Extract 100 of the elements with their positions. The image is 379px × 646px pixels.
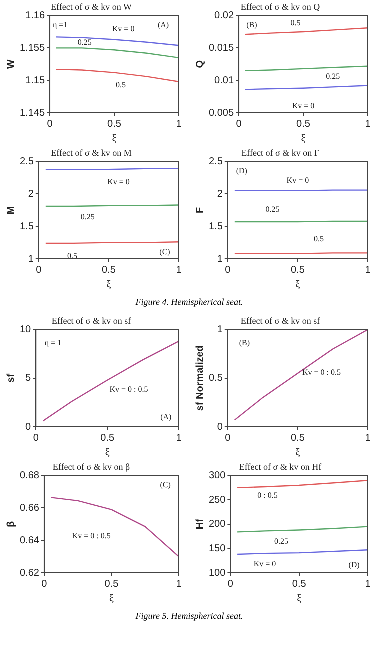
y-tick-label: 2 bbox=[217, 188, 224, 200]
y-tick-label: 300 bbox=[208, 470, 226, 482]
series-label: 0.25 bbox=[80, 212, 95, 222]
y-axis-title: W bbox=[6, 59, 17, 70]
x-tick-label: 1 bbox=[176, 432, 182, 444]
x-tick-label: 0.5 bbox=[296, 118, 311, 130]
x-tick-label: 1 bbox=[365, 264, 372, 276]
chart-title: Effect of σ & kv on F bbox=[242, 148, 320, 158]
series-label: Kv = 0 bbox=[292, 101, 315, 110]
x-tick-label: 0.5 bbox=[100, 432, 115, 444]
series-label: 0.25 bbox=[78, 38, 92, 47]
y-tick-label: 0.64 bbox=[20, 535, 40, 546]
y-tick-label: 2.5 bbox=[20, 156, 34, 168]
y-tick-label: 2 bbox=[28, 188, 34, 200]
series-label: 0 : 0.5 bbox=[258, 490, 278, 500]
y-tick-label: 1.5 bbox=[208, 221, 224, 232]
y-tick-label: 0.02 bbox=[214, 10, 234, 22]
x-tick-label: 1 bbox=[176, 118, 182, 130]
y-tick-label: 1 bbox=[217, 254, 224, 265]
x-tick-label: 0 bbox=[236, 118, 242, 130]
chart-title: Effect of σ & kv on W bbox=[51, 2, 133, 12]
y-tick-label: 0.62 bbox=[20, 568, 40, 579]
x-axis-title: ξ bbox=[112, 134, 118, 145]
y-tick-label: 100 bbox=[208, 568, 226, 579]
y-axis-title: β bbox=[6, 521, 17, 528]
x-axis-title: ξ bbox=[296, 280, 301, 291]
y-tick-label: 1.5 bbox=[20, 221, 34, 232]
y-tick-label: 250 bbox=[208, 494, 226, 506]
series-label: 0.5 bbox=[116, 80, 126, 90]
x-tick-label: 0.5 bbox=[292, 578, 307, 590]
x-tick-label: 0.5 bbox=[108, 118, 122, 130]
x-tick-label: 1 bbox=[365, 432, 372, 444]
x-tick-label: 1 bbox=[176, 264, 182, 276]
x-axis-title: ξ bbox=[109, 594, 114, 605]
x-tick-label: 1 bbox=[176, 578, 182, 590]
caption: Figure 5. Hemispherical seat. bbox=[134, 610, 244, 623]
y-tick-label: 0.015 bbox=[208, 42, 234, 54]
series-label: 0.5 bbox=[68, 252, 78, 261]
series-label: 0.5 bbox=[314, 234, 324, 244]
x-axis-title: ξ bbox=[297, 594, 302, 605]
y-tick-label: 0 bbox=[26, 422, 32, 433]
x-axis-title: ξ bbox=[301, 134, 306, 145]
series-label: Kv = 0 bbox=[108, 177, 130, 186]
chart-title: Effect of σ & kv on M bbox=[51, 148, 132, 158]
y-tick-label: 10 bbox=[20, 324, 32, 336]
x-tick-label: 0.5 bbox=[291, 432, 306, 444]
y-tick-label: 0.01 bbox=[214, 75, 234, 86]
chart-title: Effect of σ & kv on Hf bbox=[239, 462, 322, 472]
annotation: (C) bbox=[160, 247, 171, 256]
y-tick-label: 0.005 bbox=[208, 108, 234, 119]
annotation: η =1 bbox=[52, 20, 68, 30]
annotation: (B) bbox=[246, 20, 258, 30]
series-label: Kv = 0 bbox=[286, 176, 310, 186]
annotation: (A) bbox=[160, 412, 172, 422]
y-tick-label: 1 bbox=[28, 254, 34, 265]
y-tick-label: 2.5 bbox=[208, 156, 224, 168]
annotation: (B) bbox=[239, 338, 250, 348]
annotation: (D) bbox=[236, 166, 248, 176]
series-label: 0.5 bbox=[290, 18, 301, 28]
x-tick-label: 0.5 bbox=[104, 578, 120, 590]
annotation: η = 1 bbox=[44, 338, 62, 348]
y-tick-label: 1 bbox=[217, 324, 224, 336]
x-tick-label: 1 bbox=[365, 118, 372, 130]
annotation: (D) bbox=[348, 560, 360, 570]
series-label: 0.25 bbox=[326, 72, 340, 81]
x-axis-title: ξ bbox=[296, 448, 301, 459]
annotation: (A) bbox=[158, 20, 170, 30]
chart-title: Effect of σ & kv on β bbox=[52, 462, 131, 472]
x-tick-label: 0 bbox=[47, 118, 54, 130]
y-tick-label: 1.145 bbox=[20, 108, 46, 119]
series-label: Kv = 0 bbox=[254, 560, 276, 569]
y-tick-label: 0.5 bbox=[208, 373, 224, 384]
y-tick-label: 5 bbox=[26, 373, 32, 384]
chart-title: Effect of σ & kv on Q bbox=[240, 2, 321, 12]
y-tick-label: 1.16 bbox=[26, 10, 46, 22]
series-label: 0.25 bbox=[274, 536, 288, 546]
y-axis-title: sf bbox=[6, 373, 17, 383]
y-tick-label: 150 bbox=[208, 543, 226, 554]
text: Kv = 0 : 0.5 bbox=[72, 532, 111, 541]
y-axis-title: F bbox=[194, 207, 206, 214]
y-tick-label: 0.68 bbox=[20, 470, 40, 482]
y-axis-title: M bbox=[6, 206, 17, 215]
y-tick-label: 0.66 bbox=[20, 502, 40, 514]
y-tick-label: 1.155 bbox=[20, 42, 46, 54]
x-axis-title: ξ bbox=[106, 280, 112, 291]
series-label: Kv = 0 bbox=[112, 24, 135, 34]
y-tick-label: 200 bbox=[208, 519, 226, 530]
y-axis-title: sf Normalized bbox=[194, 346, 206, 412]
series-label: 0.25 bbox=[266, 205, 280, 214]
x-tick-label: 1 bbox=[365, 578, 372, 590]
y-tick-label: 1.15 bbox=[26, 75, 46, 86]
x-axis-title: ξ bbox=[105, 448, 110, 459]
y-tick-label: 0 bbox=[217, 422, 224, 433]
annotation: (C) bbox=[160, 480, 172, 490]
y-axis-title: Hf bbox=[194, 518, 206, 530]
x-tick-label: 0.5 bbox=[102, 264, 116, 276]
x-tick-label: 0.5 bbox=[291, 264, 306, 276]
caption: Figure 4. Hemispherical seat. bbox=[134, 296, 244, 309]
y-axis-title: Q bbox=[194, 60, 206, 68]
series-label: Kv = 0 : 0.5 bbox=[110, 385, 148, 394]
